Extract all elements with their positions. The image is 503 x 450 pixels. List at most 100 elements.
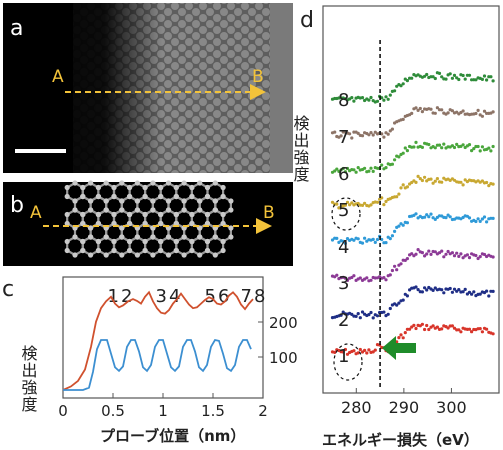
lattice-atom — [119, 198, 125, 204]
d-point-series-6 — [403, 146, 407, 150]
d-point-series-5 — [348, 203, 352, 207]
d-point-series-3 — [390, 268, 394, 273]
d-point-series-8 — [405, 79, 409, 83]
d-point-series-2 — [356, 312, 360, 316]
d-point-series-7 — [380, 132, 384, 136]
d-point-series-2 — [358, 316, 362, 320]
d-point-series-7 — [420, 110, 424, 114]
d-point-series-5 — [433, 179, 437, 183]
d-point-series-8 — [440, 75, 444, 79]
d-point-series-5 — [363, 201, 367, 205]
lattice-atom — [204, 220, 211, 227]
lattice-atom — [197, 252, 203, 258]
d-point-series-2 — [369, 310, 373, 315]
lattice-atom — [228, 234, 234, 240]
d-point-series-1 — [467, 327, 472, 331]
d-point-series-8 — [431, 75, 435, 79]
lattice-atom — [220, 184, 226, 191]
c-series-line-2 — [63, 338, 252, 391]
d-point-series-8 — [444, 77, 448, 81]
d-point-series-2 — [416, 288, 420, 292]
c-series — [62, 290, 254, 391]
d-series-label: 1 — [338, 346, 349, 367]
d-point-series-8 — [369, 95, 373, 100]
d-point-series-1 — [358, 347, 362, 352]
d-point-series-6 — [474, 144, 478, 149]
d-point-series-2 — [442, 291, 446, 295]
d-point-series-7 — [476, 108, 480, 112]
lattice-atom — [64, 220, 70, 227]
d-point-series-4 — [393, 229, 397, 233]
d-point-series-7 — [435, 106, 439, 110]
d-point-series-5 — [360, 203, 365, 207]
d-point-series-3 — [457, 254, 461, 258]
d-point-series-1 — [401, 336, 405, 340]
d-point-series-3 — [427, 249, 431, 253]
d-point-series-7 — [429, 107, 433, 111]
d-point-series-3 — [345, 278, 350, 282]
d-point-series-4 — [431, 216, 435, 220]
d-point-series-4 — [343, 241, 347, 245]
d-point-series-1 — [363, 348, 367, 352]
lattice-atom — [88, 234, 94, 240]
d-point-series-1 — [333, 350, 337, 354]
d-point-series-1 — [367, 348, 371, 352]
d-point-series-1 — [373, 348, 377, 352]
d-point-series-4 — [390, 234, 394, 238]
lattice-atom — [142, 247, 148, 254]
d-point-series-1 — [423, 327, 427, 332]
lattice-atom — [181, 234, 187, 240]
d-point-series-3 — [459, 252, 463, 256]
d-point-series-3 — [429, 252, 433, 256]
d-point-series-3 — [442, 255, 446, 259]
d-point-series-6 — [412, 145, 416, 149]
d-point-series-4 — [427, 215, 431, 219]
d-point-series-4 — [485, 220, 489, 224]
d-point-series-6 — [427, 142, 431, 147]
lattice-atom — [158, 220, 164, 227]
lattice-atom — [220, 247, 226, 254]
d-point-series-8 — [380, 96, 384, 100]
lattice-atom — [80, 193, 86, 200]
panel-letter-a: a — [10, 16, 23, 41]
lattice-atom — [111, 184, 117, 191]
d-point-series-8 — [437, 71, 442, 75]
d-point-series-8 — [360, 96, 365, 100]
d-point-series-2 — [386, 312, 390, 316]
d-point-series-3 — [452, 254, 457, 258]
d-point-series-1 — [356, 351, 360, 355]
d-point-series-6 — [369, 166, 373, 170]
lattice-atom — [64, 211, 70, 218]
d-series-label: 6 — [338, 164, 349, 185]
lattice-atom — [142, 238, 148, 245]
lattice-atom — [220, 220, 226, 227]
lattice-atom — [95, 184, 101, 191]
d-point-series-6 — [343, 170, 347, 174]
d-point-series-3 — [358, 276, 362, 280]
d-point-series-3 — [414, 252, 418, 256]
d-point-series-5 — [330, 200, 335, 204]
d-point-series-7 — [474, 111, 478, 116]
d-point-series-8 — [350, 96, 354, 100]
lattice-atom — [158, 247, 164, 254]
d-point-series-6 — [478, 149, 482, 153]
d-point-series-6 — [371, 169, 375, 173]
c-x-ticks: 0 0.5 1 1.5 2 — [58, 393, 268, 420]
lattice-atom — [173, 211, 179, 218]
d-point-series-6 — [476, 144, 480, 149]
d-point-series-2 — [491, 289, 495, 293]
d-point-series-4 — [482, 215, 487, 219]
d-point-series-3 — [382, 276, 386, 280]
lattice-atom — [88, 225, 94, 231]
lattice-atom — [150, 198, 156, 204]
d-point-series-1 — [341, 350, 345, 354]
lattice-atom — [127, 184, 133, 191]
lattice-atom — [212, 198, 218, 204]
d-point-series-7 — [356, 131, 360, 135]
c-x-tick-label: 0.5 — [101, 402, 125, 420]
d-point-series-7 — [440, 108, 444, 112]
d-point-series-4 — [448, 215, 452, 219]
d-point-series-8 — [485, 78, 489, 82]
